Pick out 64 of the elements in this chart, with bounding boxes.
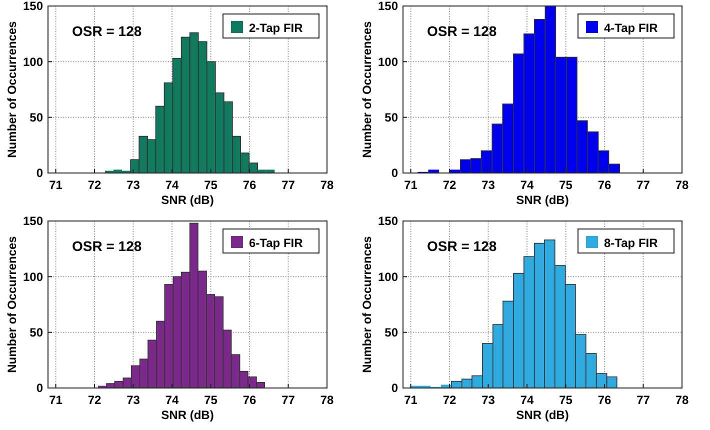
- annotation: OSR = 128: [427, 238, 497, 254]
- y-tick-label: 100: [378, 270, 398, 284]
- x-tick-label: 78: [320, 178, 334, 192]
- legend-label: 2-Tap FIR: [249, 21, 304, 35]
- y-tick-label: 0: [391, 166, 398, 180]
- y-tick-label: 0: [391, 381, 398, 396]
- annotation: OSR = 128: [72, 238, 142, 254]
- y-tick-label: 100: [22, 54, 44, 69]
- x-tick-label: 76: [598, 393, 612, 407]
- x-tick-label: 78: [675, 178, 689, 192]
- x-tick-label: 76: [242, 178, 256, 192]
- x-tick-label: 71: [49, 393, 63, 407]
- y-tick-label: 150: [378, 0, 398, 14]
- x-tick-label: 74: [520, 178, 534, 192]
- x-tick-label: 77: [282, 178, 296, 192]
- x-tick-label: 72: [88, 393, 102, 407]
- legend-label: 4-Tap FIR: [604, 21, 658, 35]
- x-tick-label: 71: [404, 393, 418, 407]
- y-tick-label: 100: [22, 270, 44, 284]
- x-tick-label: 72: [442, 393, 456, 407]
- legend-label: 8-Tap FIR: [604, 236, 658, 250]
- x-tick-label: 74: [520, 393, 534, 407]
- x-tick-label: 73: [126, 393, 140, 407]
- y-tick-label: 0: [36, 166, 44, 180]
- x-tick-label: 72: [88, 178, 102, 192]
- y-tick-label: 150: [22, 0, 44, 14]
- y-tick-label: 0: [36, 381, 44, 396]
- x-tick-label: 78: [675, 393, 689, 407]
- y-tick-label: 150: [22, 214, 44, 228]
- y-tick-label: 50: [30, 326, 44, 340]
- y-axis-title: Number of Occurrences: [360, 236, 374, 373]
- x-tick-label: 74: [165, 178, 179, 192]
- x-tick-label: 77: [636, 178, 650, 192]
- x-tick-label: 75: [559, 393, 573, 407]
- x-axis-title: SNR (dB): [161, 193, 214, 207]
- y-axis-title: Number of Occurrences: [5, 20, 19, 158]
- y-tick-label: 150: [378, 214, 398, 228]
- x-tick-label: 75: [204, 178, 218, 192]
- x-tick-label: 76: [598, 178, 612, 192]
- x-tick-label: 72: [442, 178, 456, 192]
- y-tick-label: 50: [384, 326, 398, 340]
- y-axis-title: Number of Occurrences: [360, 20, 374, 158]
- x-tick-label: 75: [204, 393, 218, 407]
- y-axis-title: Number of Occurrences: [5, 236, 19, 373]
- x-tick-label: 71: [49, 178, 63, 192]
- annotation: OSR = 128: [72, 23, 142, 39]
- x-tick-label: 73: [482, 178, 496, 192]
- x-axis-title: SNR (dB): [516, 408, 569, 422]
- x-tick-label: 77: [636, 393, 650, 407]
- x-tick-label: 73: [126, 178, 140, 192]
- x-tick-label: 78: [320, 393, 334, 407]
- x-tick-label: 75: [559, 178, 573, 192]
- x-tick-label: 77: [282, 393, 296, 407]
- x-tick-label: 74: [165, 393, 179, 407]
- y-tick-label: 100: [378, 54, 398, 69]
- x-axis-title: SNR (dB): [161, 408, 214, 422]
- y-tick-label: 50: [30, 110, 44, 125]
- annotation: OSR = 128: [427, 23, 497, 39]
- x-tick-label: 73: [482, 393, 496, 407]
- x-axis-title: SNR (dB): [516, 193, 569, 207]
- x-tick-label: 71: [404, 178, 418, 192]
- y-tick-label: 50: [384, 110, 398, 125]
- legend-label: 6-Tap FIR: [249, 236, 304, 250]
- x-tick-label: 76: [242, 393, 256, 407]
